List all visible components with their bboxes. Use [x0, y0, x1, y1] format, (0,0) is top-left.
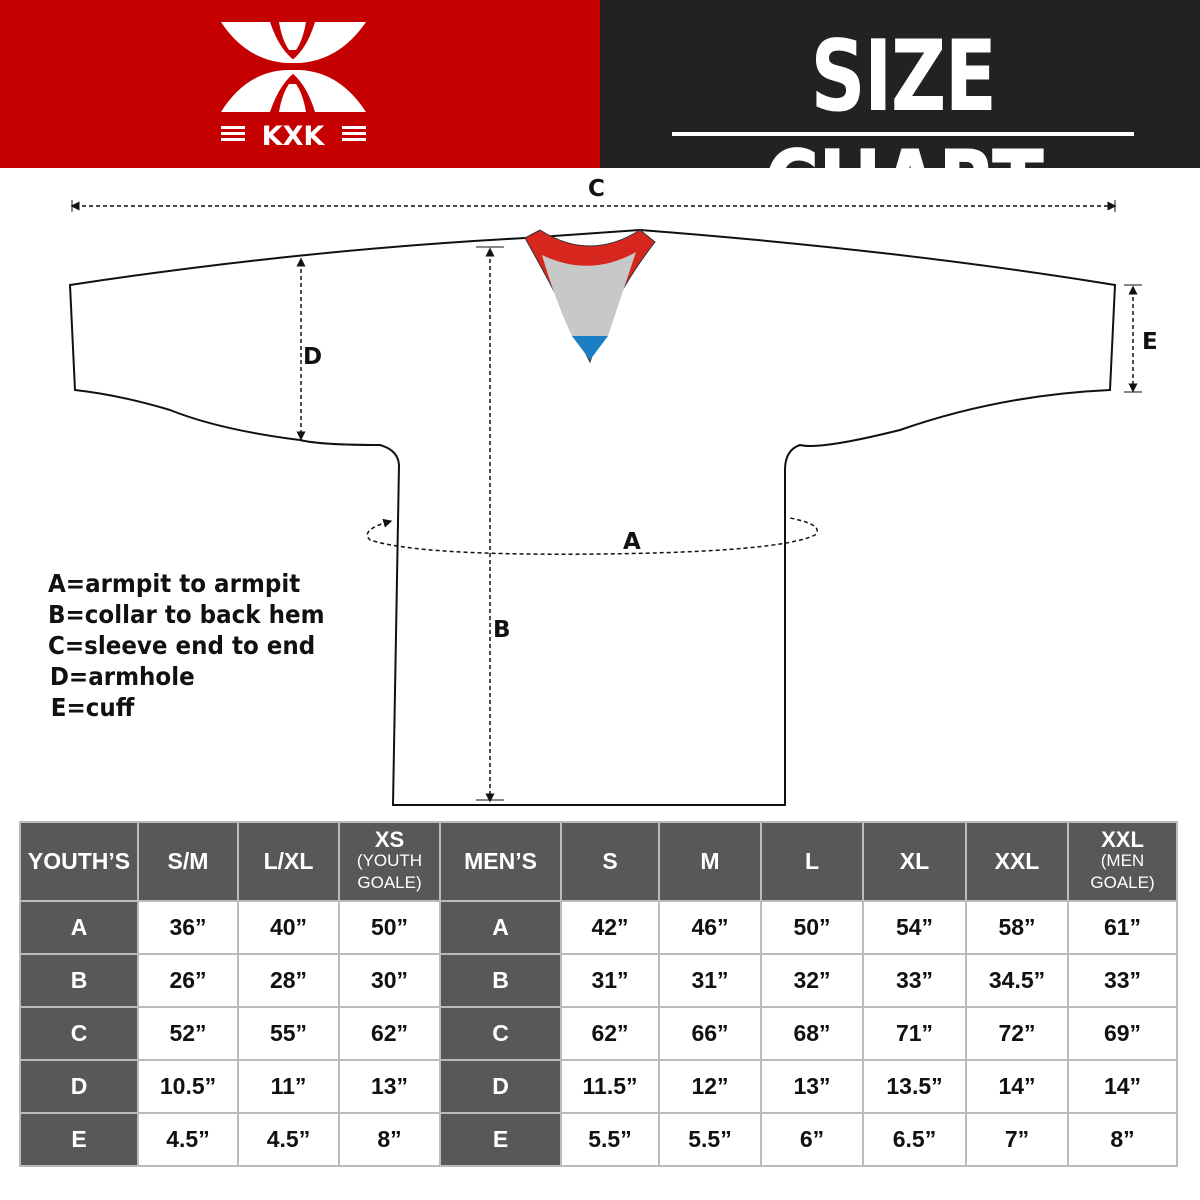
men-value: 50” [762, 902, 862, 953]
youth-value: 10.5” [139, 1061, 237, 1112]
men-value: 69” [1069, 1008, 1176, 1059]
men-value: 14” [967, 1061, 1067, 1112]
row-label: C [21, 1008, 137, 1059]
size-header: XS (YOUTH GOALE) [340, 823, 439, 900]
men-value: 7” [967, 1114, 1067, 1165]
youth-value: 50” [340, 902, 439, 953]
measurement-legend: A=armpit to armpit B=collar to back hem … [48, 568, 325, 723]
title-banner [600, 0, 1200, 168]
men-value: 32” [762, 955, 862, 1006]
youth-value: 13” [340, 1061, 439, 1112]
size-header-text: XS [374, 826, 405, 852]
men-value: 31” [660, 955, 760, 1006]
youth-value: 36” [139, 902, 237, 953]
men-value: 34.5” [967, 955, 1067, 1006]
brand-banner: KXK [0, 0, 600, 168]
men-value: 6.5” [864, 1114, 965, 1165]
men-value: 62” [562, 1008, 658, 1059]
youth-value: 55” [239, 1008, 338, 1059]
youth-value: 4.5” [139, 1114, 237, 1165]
size-header: L/XL [239, 823, 338, 900]
table-header-row: YOUTH’S S/M L/XL XS (YOUTH GOALE) MEN’S S M L XL XX… [21, 823, 1176, 900]
title-underline [672, 132, 1134, 136]
legend-item: B=collar to back hem [48, 600, 325, 629]
men-value: 13.5” [864, 1061, 965, 1112]
table-row: B 26” 28” 30” B 31” 31” 32” 33” 34.5” 33” [21, 955, 1176, 1006]
size-header-text: (YOUTH [356, 850, 423, 870]
size-table: YOUTH’S S/M L/XL XS (YOUTH GOALE) MEN’S S M L XL XX… [19, 821, 1178, 1167]
table-row: C 52” 55” 62” C 62” 66” 68” 71” 72” 69” [21, 1008, 1176, 1059]
men-value: 46” [660, 902, 760, 953]
youth-value: 62” [340, 1008, 439, 1059]
youth-value: 30” [340, 955, 439, 1006]
table-row: A 36” 40” 50” A 42” 46” 50” 54” 58” 61” [21, 902, 1176, 953]
youth-value: 28” [239, 955, 338, 1006]
kxk-logo: KXK [221, 22, 366, 152]
table-row: E 4.5” 4.5” 8” E 5.5” 5.5” 6” 6.5” 7” 8” [21, 1114, 1176, 1165]
size-header-text: XXL [1101, 826, 1144, 852]
page-title: SIZE CHART [763, 20, 1044, 244]
row-label: B [441, 955, 560, 1006]
men-value: 12” [660, 1061, 760, 1112]
men-value: 5.5” [660, 1114, 760, 1165]
row-label: C [441, 1008, 560, 1059]
label-d: D [303, 344, 323, 370]
row-label: D [21, 1061, 137, 1112]
size-header: M [660, 823, 760, 900]
size-header: XXL (MEN GOALE) [1069, 823, 1176, 900]
size-header: L [762, 823, 862, 900]
men-value: 71” [864, 1008, 965, 1059]
row-label: A [441, 902, 560, 953]
legend-item: A=armpit to armpit [48, 569, 301, 598]
men-value: 5.5” [562, 1114, 658, 1165]
youth-value: 11” [239, 1061, 338, 1112]
men-value: 14” [1069, 1061, 1176, 1112]
label-c: C [588, 176, 605, 202]
label-b: B [493, 617, 511, 643]
youth-value: 40” [239, 902, 338, 953]
logo-text: KXK [262, 121, 326, 152]
size-header-text: GOALE) [357, 872, 422, 892]
legend-item: C=sleeve end to end [48, 631, 316, 660]
size-header: XXL [967, 823, 1067, 900]
men-value: 33” [1069, 955, 1176, 1006]
row-label: A [21, 902, 137, 953]
size-header: S/M [139, 823, 237, 900]
label-a: A [623, 529, 641, 555]
men-value: 8” [1069, 1114, 1176, 1165]
youth-value: 8” [340, 1114, 439, 1165]
men-value: 61” [1069, 902, 1176, 953]
men-value: 72” [967, 1008, 1067, 1059]
row-label: E [441, 1114, 560, 1165]
row-label: B [21, 955, 137, 1006]
size-header: XL [864, 823, 965, 900]
men-value: 31” [562, 955, 658, 1006]
size-header: S [562, 823, 658, 900]
men-value: 58” [967, 902, 1067, 953]
size-header-text: (MEN [1100, 850, 1145, 870]
size-header-text: GOALE) [1090, 872, 1155, 892]
jersey-diagram [68, 200, 1142, 806]
men-value: 11.5” [562, 1061, 658, 1112]
legend-item: D=armhole [49, 662, 195, 691]
legend-item: E=cuff [50, 693, 135, 722]
men-value: 42” [562, 902, 658, 953]
men-header: MEN’S [441, 823, 560, 900]
youth-header: YOUTH’S [21, 823, 137, 900]
men-value: 68” [762, 1008, 862, 1059]
men-value: 6” [762, 1114, 862, 1165]
collar [524, 229, 656, 364]
youth-value: 4.5” [239, 1114, 338, 1165]
youth-value: 52” [139, 1008, 237, 1059]
row-label: D [441, 1061, 560, 1112]
men-value: 13” [762, 1061, 862, 1112]
measure-a [366, 517, 818, 555]
label-e: E [1142, 329, 1158, 355]
men-value: 54” [864, 902, 965, 953]
men-value: 66” [660, 1008, 760, 1059]
row-label: E [21, 1114, 137, 1165]
men-value: 33” [864, 955, 965, 1006]
table-row: D 10.5” 11” 13” D 11.5” 12” 13” 13.5” 14” 14” [21, 1061, 1176, 1112]
youth-value: 26” [139, 955, 237, 1006]
